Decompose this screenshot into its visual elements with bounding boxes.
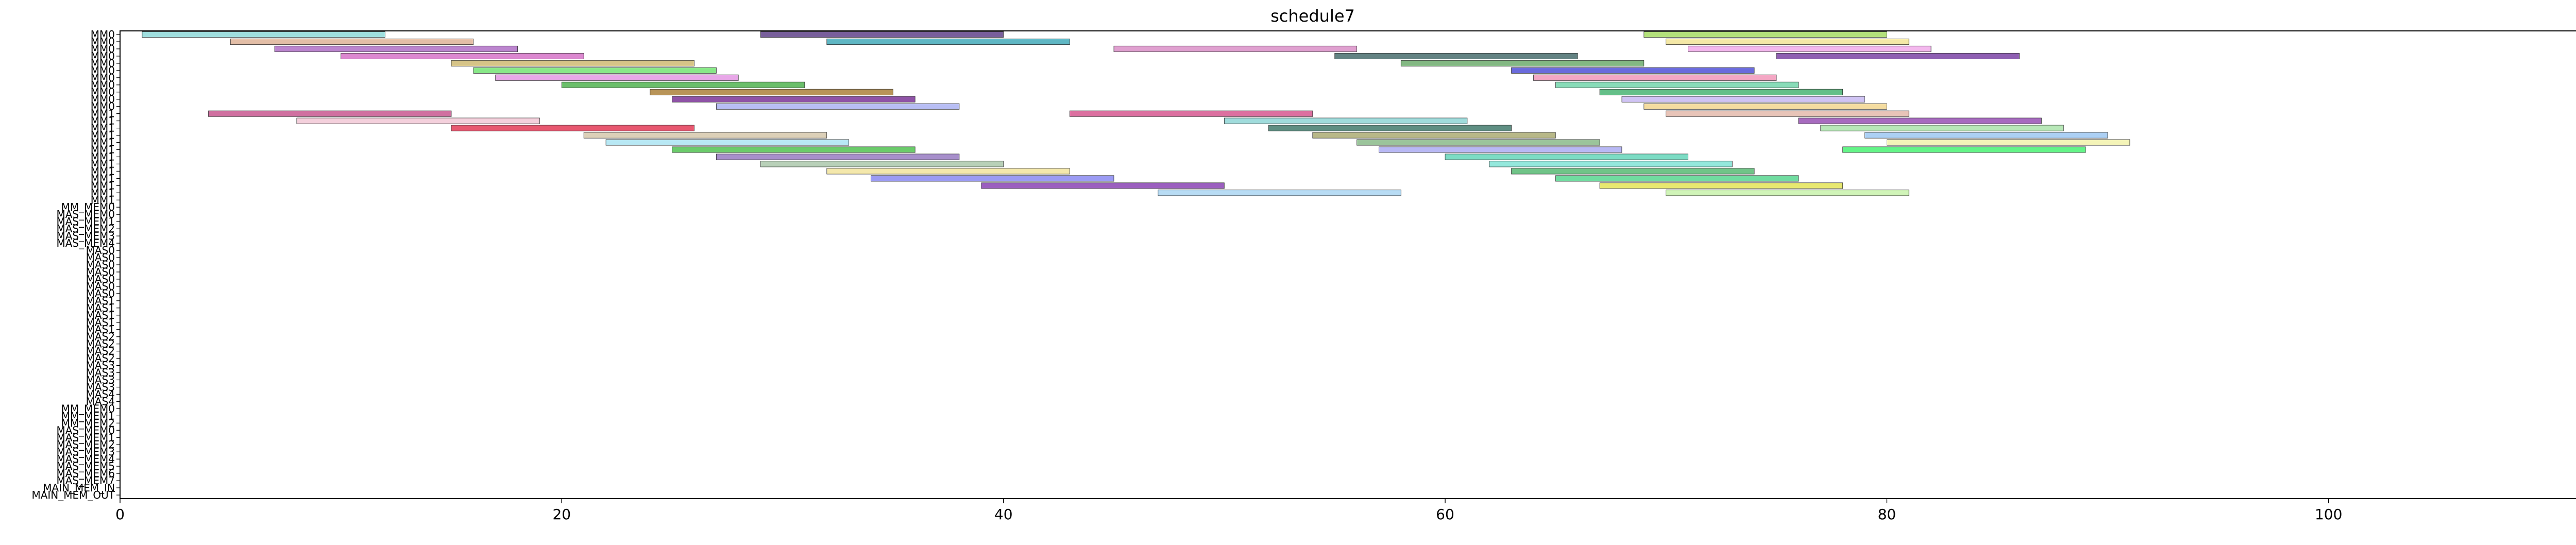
task-bar <box>451 125 694 131</box>
x-tick-label: 20 <box>552 506 571 523</box>
task-bar <box>1401 60 1644 66</box>
task-bar <box>1313 132 1556 138</box>
task-bar <box>672 96 916 102</box>
x-tick-label: 0 <box>115 506 125 523</box>
task-bar <box>341 53 584 59</box>
task-bar <box>1600 89 1843 95</box>
task-bar <box>1865 132 2108 138</box>
task-bar <box>142 31 385 37</box>
task-bar <box>1776 53 2020 59</box>
task-bar <box>1555 82 1799 88</box>
task-bar <box>584 132 827 138</box>
task-bar <box>496 75 738 80</box>
task-bar <box>1843 147 2086 152</box>
task-bar <box>1268 125 1512 131</box>
task-bar <box>1070 111 1313 116</box>
x-axis: 0 20 40 60 80 100 <box>115 499 2342 523</box>
chart-title: schedule7 <box>1270 6 1355 26</box>
y-tick-label: MAIN_MEM_OUT <box>31 489 115 501</box>
task-bar <box>1335 53 1578 59</box>
task-bar <box>1666 111 1909 116</box>
task-bar <box>1644 31 1887 37</box>
x-tick-label: 80 <box>1878 506 1896 523</box>
task-bar <box>1512 168 1755 174</box>
x-tick-label: 60 <box>1436 506 1454 523</box>
task-bar <box>827 168 1070 174</box>
task-bar <box>1644 104 1887 109</box>
task-bar <box>1489 161 1733 167</box>
task-bar <box>1600 183 1843 189</box>
task-bar <box>1379 147 1622 152</box>
task-bar <box>1357 140 1600 145</box>
x-tick-label: 40 <box>994 506 1013 523</box>
x-tick-label: 100 <box>2315 506 2342 523</box>
task-bar <box>451 60 694 66</box>
task-bar <box>1887 140 2130 145</box>
task-bar <box>209 111 452 116</box>
task-bar <box>606 140 849 145</box>
task-bar <box>1534 75 1777 80</box>
task-bar <box>1666 190 1909 196</box>
task-bar <box>1158 190 1401 196</box>
y-axis: MM0MM0MM0MM0MM0MM0MM0MM0MM0MM0MM0MM1MM1M… <box>31 28 120 501</box>
task-bar <box>562 82 805 88</box>
task-bar <box>650 89 893 95</box>
task-bar <box>1555 176 1799 181</box>
task-bar <box>760 161 1004 167</box>
plot-frame <box>120 31 2576 499</box>
task-bar <box>1114 46 1357 52</box>
task-bar <box>672 147 916 152</box>
task-bar <box>1799 118 2042 124</box>
task-bar <box>275 46 518 52</box>
task-bar <box>297 118 540 124</box>
task-bars <box>142 31 2130 196</box>
task-bar <box>1445 154 1688 160</box>
task-bar <box>473 67 717 73</box>
task-bar <box>827 39 1070 44</box>
task-bar <box>1666 39 1909 44</box>
task-bar <box>760 31 1004 37</box>
task-bar <box>981 183 1225 189</box>
task-bar <box>871 176 1114 181</box>
task-bar <box>716 154 959 160</box>
task-bar <box>1821 125 2064 131</box>
task-bar <box>1688 46 1931 52</box>
task-bar <box>1224 118 1467 124</box>
task-bar <box>1622 96 1865 102</box>
task-bar <box>716 104 959 109</box>
task-bar <box>230 39 473 44</box>
task-bar <box>1512 67 1755 73</box>
